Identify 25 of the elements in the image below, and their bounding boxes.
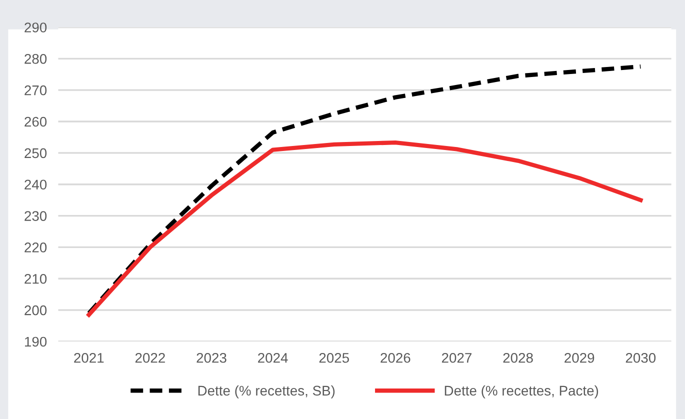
y-tick-label: 260 — [24, 116, 47, 127]
y-tick-label: 210 — [24, 274, 47, 284]
x-tick-label: 2024 — [258, 352, 288, 363]
y-tick-label: 240 — [24, 180, 47, 190]
y-tick-label: 190 — [25, 336, 47, 347]
x-tick-label: 2028 — [503, 352, 533, 363]
legend-label: Dette (% recettes, SB) — [198, 385, 335, 398]
y-tick-label: 250 — [24, 148, 47, 158]
y-tick-label: 220 — [24, 242, 47, 252]
x-tick-label: 2030 — [626, 352, 656, 363]
x-tick-label: 2023 — [196, 352, 226, 363]
x-tick-label: 2029 — [564, 352, 594, 363]
line-series — [86, 140, 643, 317]
y-tick-label: 280 — [24, 54, 47, 64]
x-tick-label: 2021 — [74, 352, 104, 363]
x-tick-label: 2022 — [135, 352, 165, 363]
y-tick-label: 230 — [24, 211, 47, 221]
y-tick-label: 290 — [24, 22, 47, 32]
x-tick-label: 2027 — [442, 352, 472, 363]
x-tick-label: 2026 — [380, 352, 410, 363]
x-tick-label: 2025 — [319, 352, 349, 363]
y-tick-label: 270 — [24, 85, 47, 96]
y-tick-label: 200 — [24, 305, 47, 316]
legend-label: Dette (% recettes, Pacte) — [444, 385, 598, 398]
line-series — [86, 64, 643, 316]
